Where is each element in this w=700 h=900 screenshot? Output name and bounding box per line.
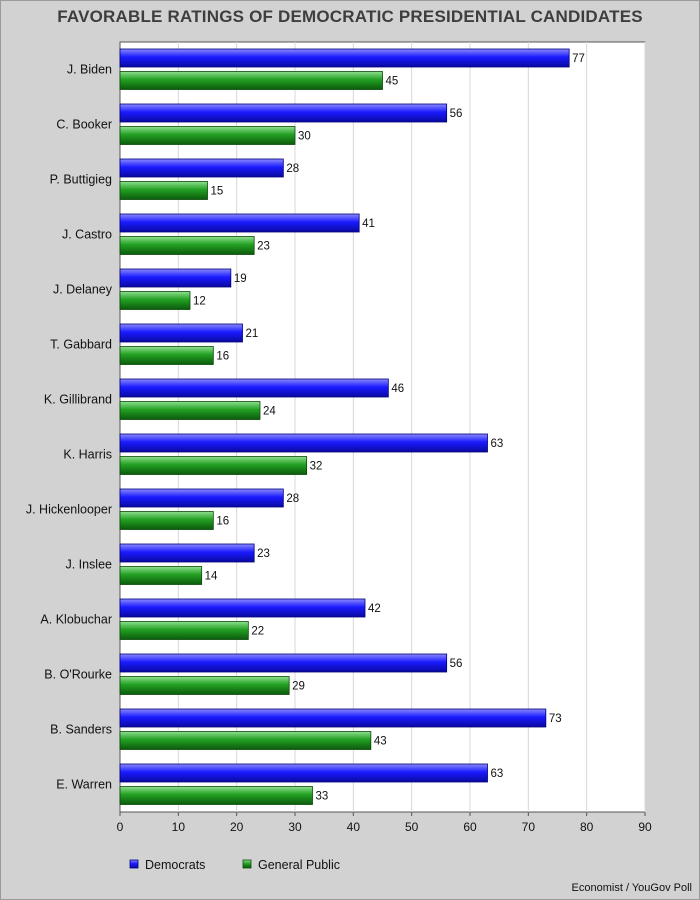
bar-general-public (119, 346, 214, 365)
data-label: 15 (211, 186, 224, 198)
chart-title: FAVORABLE RATINGS OF DEMOCRATIC PRESIDEN… (57, 7, 643, 26)
legend-swatch (129, 859, 139, 869)
category-label: J. Delaney (53, 283, 113, 297)
data-label: 16 (216, 516, 229, 528)
data-label: 43 (374, 736, 387, 748)
data-label: 19 (234, 273, 247, 285)
x-tick-label: 60 (463, 820, 477, 834)
bar-democrats (119, 268, 232, 288)
bar-general-public (119, 731, 372, 750)
category-label: A. Klobuchar (40, 613, 112, 627)
data-label: 41 (362, 218, 375, 230)
legend-swatch (242, 859, 252, 869)
bar-general-public (119, 181, 208, 200)
bar-general-public (119, 786, 313, 805)
x-tick-label: 90 (638, 820, 652, 834)
x-tick-label: 20 (230, 820, 244, 834)
category-label: K. Harris (63, 448, 112, 462)
category-label: J. Castro (62, 228, 112, 242)
data-label: 23 (257, 241, 270, 253)
data-label: 28 (286, 493, 299, 505)
source-note: Economist / YouGov Poll (571, 882, 692, 894)
data-label: 63 (491, 438, 504, 450)
bar-democrats (119, 598, 366, 618)
bar-democrats (119, 213, 360, 233)
data-label: 22 (251, 626, 264, 638)
data-label: 32 (310, 461, 323, 473)
data-label: 45 (386, 76, 399, 88)
data-label: 46 (391, 383, 404, 395)
data-label: 30 (298, 131, 311, 143)
bar-general-public (119, 71, 383, 90)
bar-democrats (119, 378, 389, 398)
plot-area (119, 41, 646, 813)
legend-label: Democrats (145, 858, 205, 872)
data-label: 23 (257, 548, 270, 560)
x-tick-label: 40 (347, 820, 361, 834)
data-label: 24 (263, 406, 276, 418)
bar-democrats (119, 543, 255, 563)
bar-democrats (119, 158, 284, 178)
bar-general-public (119, 621, 249, 640)
category-label: B. O'Rourke (44, 668, 112, 682)
bar-general-public (119, 456, 308, 475)
x-tick-label: 50 (405, 820, 419, 834)
bar-general-public (119, 401, 261, 420)
x-tick-label: 30 (288, 820, 302, 834)
bar-democrats (119, 48, 570, 68)
x-tick-label: 80 (580, 820, 594, 834)
bar-democrats (119, 323, 243, 343)
data-label: 42 (368, 603, 381, 615)
category-label: E. Warren (56, 778, 112, 792)
bar-general-public (119, 291, 191, 310)
bar-general-public (119, 511, 214, 530)
data-label: 29 (292, 681, 305, 693)
category-label: J. Inslee (65, 558, 112, 572)
category-label: C. Booker (56, 118, 112, 132)
x-tick-label: 70 (522, 820, 536, 834)
data-label: 56 (450, 108, 463, 120)
category-label: J. Biden (67, 63, 112, 77)
data-label: 63 (491, 768, 504, 780)
x-tick-label: 10 (172, 820, 186, 834)
category-label: T. Gabbard (50, 338, 112, 352)
data-label: 56 (450, 658, 463, 670)
bar-democrats (119, 708, 547, 728)
bar-democrats (119, 653, 448, 673)
category-label: P. Buttigieg (50, 173, 112, 187)
data-label: 14 (205, 571, 218, 583)
bar-democrats (119, 488, 284, 508)
bar-general-public (119, 676, 290, 695)
data-label: 28 (286, 163, 299, 175)
bar-general-public (119, 126, 296, 145)
bar-democrats (119, 763, 488, 783)
bar-general-public (119, 236, 255, 255)
data-label: 12 (193, 296, 206, 308)
data-label: 33 (316, 791, 329, 803)
data-label: 21 (246, 328, 259, 340)
category-label: B. Sanders (50, 723, 112, 737)
legend-label: General Public (258, 858, 340, 872)
data-label: 73 (549, 713, 562, 725)
bar-general-public (119, 566, 203, 585)
data-label: 16 (216, 351, 229, 363)
category-label: K. Gillibrand (44, 393, 112, 407)
bar-democrats (119, 103, 448, 123)
category-label: J. Hickenlooper (26, 503, 112, 517)
x-tick-label: 0 (117, 820, 124, 834)
bar-democrats (119, 433, 488, 453)
data-label: 77 (572, 53, 585, 65)
